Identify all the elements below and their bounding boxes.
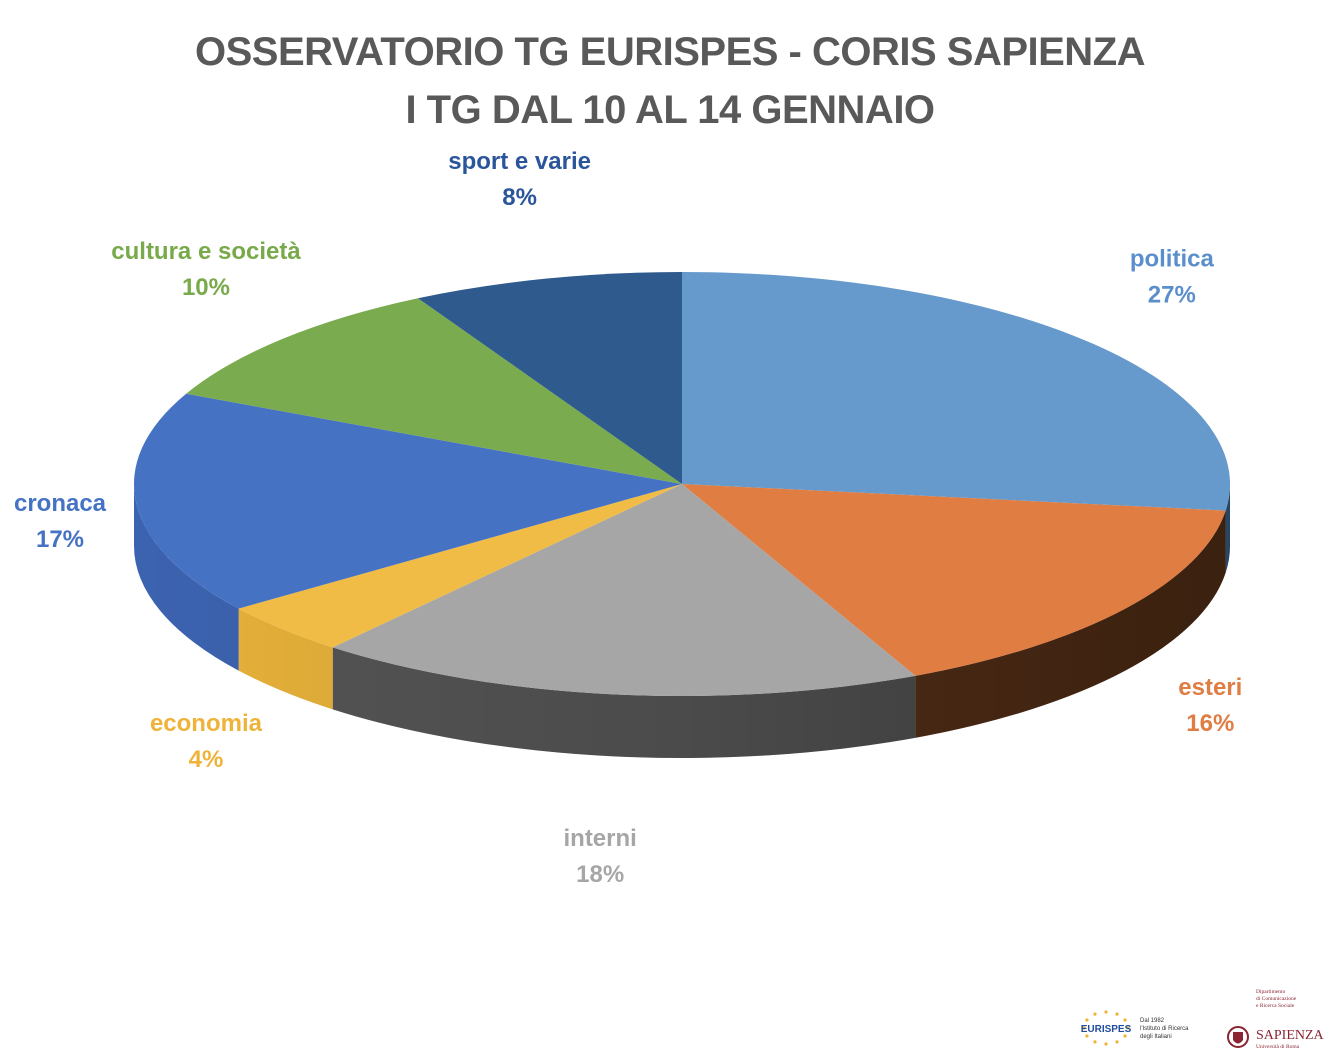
svg-text:Università di Roma: Università di Roma: [1256, 1044, 1300, 1050]
data-label-interni: interni 18%: [563, 825, 636, 888]
data-label-esteri: esteri 16%: [1178, 674, 1242, 737]
data-label-politica: politica 27%: [1130, 245, 1215, 308]
eurispes-logo: EURISPES Dal 1982 l'Istituto di Ricerca de…: [1078, 1003, 1208, 1053]
data-label-sport-e-varie: sport e varie 8%: [448, 148, 591, 211]
svg-text:SAPIENZA: SAPIENZA: [1256, 1028, 1325, 1043]
data-label-economia: economia 4%: [150, 710, 263, 773]
pie-slice-interni: [332, 484, 916, 697]
sapienza-logo: Dipartimento di Comunicazione e Ricerca So…: [1222, 985, 1334, 1055]
chart-title: OSSERVATORIO TG EURISPES - CORIS SAPIENZ…: [194, 30, 1146, 74]
pie-slice-cultura-e-societ: [186, 298, 682, 484]
data-label-cronaca: cronaca 17%: [14, 490, 107, 553]
pie-slice-sport-e-varie: [417, 272, 682, 484]
pie-slice-cronaca: [134, 393, 682, 609]
data-label-cultura-e-societ: cultura e società 10%: [111, 238, 301, 301]
pie-slice-esteri: [682, 484, 1226, 676]
pie-slice-economia: [238, 484, 682, 648]
chart-subtitle: I TG DAL 10 AL 14 GENNAIO: [405, 88, 935, 132]
svg-text:EURISPES: EURISPES: [1081, 1024, 1132, 1035]
pie-slice-politica: [682, 272, 1230, 511]
pie-side-shading: [134, 484, 1230, 758]
